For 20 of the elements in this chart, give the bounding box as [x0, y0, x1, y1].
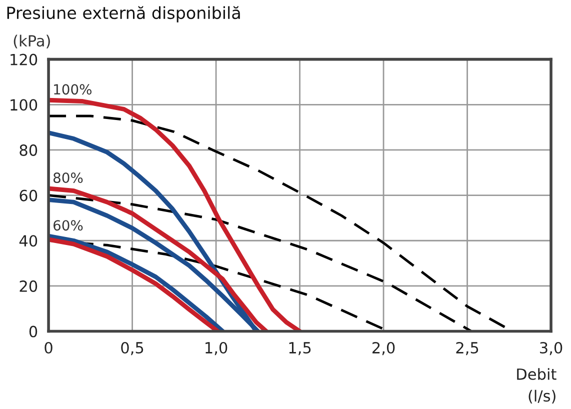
x-tick-label: 1,5 — [289, 342, 311, 356]
x-tick-label: 0,5 — [121, 342, 144, 356]
y-tick-label: 40 — [19, 235, 38, 247]
annotation: 60% — [54, 220, 83, 231]
y-axis-title: (kPa) — [14, 34, 50, 48]
x-tick-label: 2,5 — [456, 342, 478, 356]
y-tick-label: 20 — [20, 280, 38, 292]
x-tick-label: 1,0 — [206, 342, 228, 356]
x-tick-label: 2,0 — [372, 342, 395, 356]
annotation: 100% — [54, 84, 92, 95]
x-tick-label: 3,0 — [540, 342, 562, 356]
y-tick-label: 100 — [10, 99, 38, 111]
chart-title: Presiune externă disponibilă — [7, 6, 240, 22]
y-tick-label: 60 — [20, 190, 38, 202]
y-tick-label: 120 — [10, 54, 38, 66]
x-tick-label: 0 — [44, 342, 52, 354]
annotation: 80% — [53, 172, 83, 184]
y-tick-label: 80 — [20, 144, 38, 156]
x-axis-title: Debit (l/s) — [517, 368, 556, 404]
y-tick-label: 0 — [29, 326, 38, 338]
